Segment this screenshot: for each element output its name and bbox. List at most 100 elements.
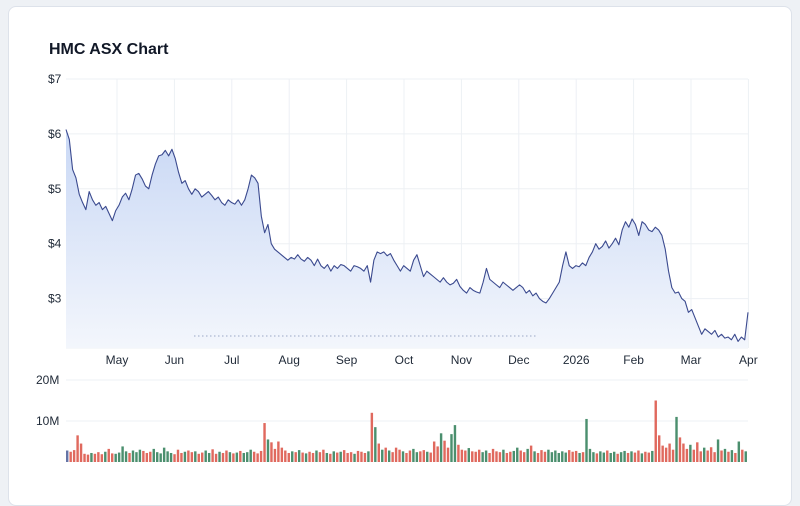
volume-bar (682, 443, 685, 462)
volume-bar (86, 454, 90, 462)
volume-bar (467, 448, 470, 462)
chart-title: HMC ASX Chart (49, 41, 169, 58)
volume-bar (207, 452, 211, 462)
volume-bar (540, 450, 543, 462)
volume-bar (526, 448, 529, 462)
volume-bar (498, 452, 502, 462)
volume-bar (83, 453, 86, 462)
volume-bar (76, 435, 79, 462)
volume-bar (332, 451, 335, 462)
volume-bar (252, 451, 256, 462)
volume-bar (668, 443, 671, 462)
price-x-tick-label: Sep (336, 353, 358, 367)
volume-bar (436, 446, 439, 462)
chart-svg: $3 $4 $5 $6 $7 May Jun Jul Aug Sep Oct Nov Dec 2026 F… (36, 72, 758, 462)
volume-bar (318, 452, 322, 462)
volume-bar (190, 452, 194, 462)
volume-bar (214, 453, 218, 462)
volume-y-tick-label: 20M (36, 373, 59, 387)
volume-bar (235, 452, 239, 462)
volume-bar (533, 451, 536, 462)
volume-bar (273, 448, 277, 462)
volume-bar (339, 451, 342, 462)
volume-bar (675, 416, 678, 462)
volume-bar (744, 451, 747, 462)
price-x-tick-label: Feb (623, 353, 644, 367)
volume-bar (644, 451, 647, 462)
volume-bar (439, 433, 443, 462)
volume-bar (121, 446, 124, 462)
volume-bar (398, 449, 401, 462)
volume-bar (294, 452, 297, 462)
price-y-tick-label: $3 (48, 292, 62, 306)
volume-bar (464, 450, 467, 462)
volume-bar (561, 451, 564, 462)
volume-bar (391, 452, 394, 462)
volume-bar (412, 448, 415, 462)
volume-bar (166, 451, 169, 462)
volume-bar (685, 448, 689, 462)
volume-bar (211, 449, 214, 462)
volume-bar (405, 452, 408, 462)
volume-bar (696, 442, 699, 462)
volume-bar (79, 443, 83, 462)
volume-bar (567, 450, 571, 462)
volume-bar (730, 450, 734, 462)
volume-bar (727, 451, 730, 462)
volume-bar (204, 450, 207, 462)
volume-bar (651, 450, 654, 462)
volume-bar (446, 447, 450, 462)
volume-bar (149, 451, 152, 462)
volume-bar (519, 450, 522, 462)
volume-bar (564, 452, 567, 462)
volume-bar (709, 447, 713, 462)
volume-bar (426, 451, 429, 462)
volume-bar (619, 452, 623, 462)
volume-bar (512, 450, 516, 462)
volume-bar (689, 444, 692, 462)
volume-bar (111, 453, 114, 462)
volume-bar (401, 451, 405, 462)
volume-bar (415, 452, 419, 462)
volume-bar (187, 450, 190, 462)
volume-bar (176, 449, 180, 462)
price-y-tick-label: $7 (48, 72, 62, 86)
volume-bar (474, 451, 477, 462)
volume-bar (346, 452, 349, 462)
volume-bar (356, 450, 360, 462)
volume-bar (159, 453, 162, 462)
volume-bar (308, 451, 311, 462)
volume-bar (152, 448, 155, 462)
price-x-axis: May Jun Jul Aug Sep Oct Nov Dec 2026 Feb Mar Apr (106, 353, 758, 367)
volume-bar (360, 451, 363, 462)
price-x-tick-label: Oct (395, 353, 414, 367)
price-area-fill (66, 129, 748, 348)
volume-bar (547, 449, 550, 462)
volume-bar (128, 452, 131, 462)
volume-bar (287, 452, 290, 462)
volume-bar (256, 453, 259, 462)
volume-bar (654, 400, 657, 462)
volume-bar (329, 453, 332, 462)
price-x-tick-label: 2026 (563, 353, 590, 367)
volume-bar (477, 449, 481, 462)
volume-bar (284, 450, 287, 462)
volume-bar (592, 452, 595, 462)
volume-bar (72, 450, 76, 462)
volume-bar (266, 439, 270, 462)
volume-bar (381, 449, 384, 462)
volume-bar (612, 451, 616, 462)
volume-bar (516, 447, 519, 462)
volume-bar (734, 452, 737, 462)
volume-bar (678, 437, 682, 462)
volume-bar (201, 452, 204, 462)
volume-bar (522, 452, 526, 462)
volume-bar (263, 423, 266, 462)
volume-bar (509, 451, 512, 462)
volume-bar (277, 441, 280, 462)
volume-bar (315, 450, 318, 462)
volume-bar (90, 452, 93, 462)
price-x-tick-label: Aug (279, 353, 300, 367)
volume-bar (429, 452, 432, 462)
volume-bar (353, 453, 356, 462)
